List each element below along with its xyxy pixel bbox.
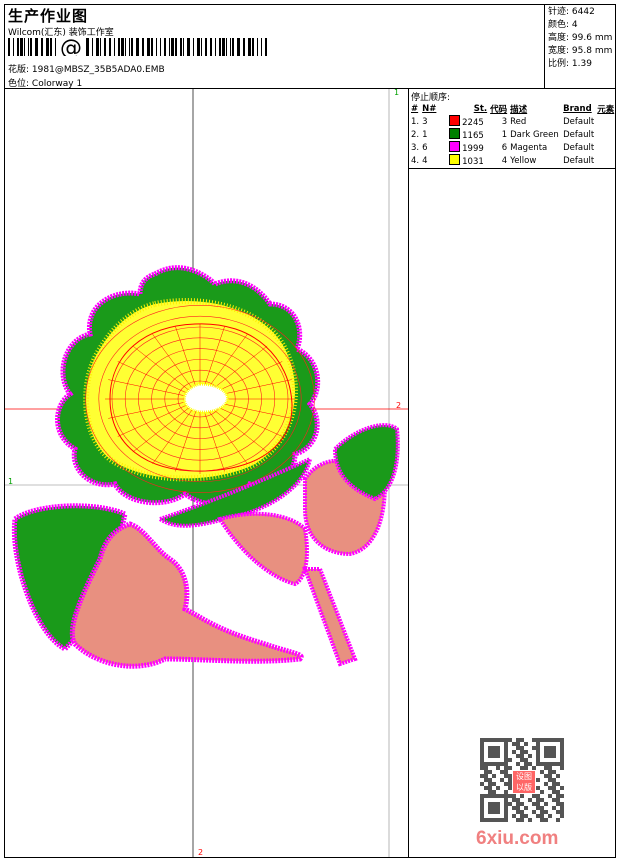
design-canvas [5,89,408,857]
barcode: @ [8,38,267,56]
leaf-bottom [69,521,304,669]
stem-green [155,455,313,528]
marker-1-left: 1 [8,477,14,486]
flower-center [182,382,229,414]
colorway-label: 色位: [8,79,30,89]
color-sequence-title: 停止顺序: [411,93,451,103]
red-ring [98,315,302,483]
seal-logo: 设图以版 [512,770,536,794]
col-index: # [411,103,419,114]
table-divider [408,168,616,169]
design-value: 1981@MBSZ_35B5ADA0.EMB [31,65,165,75]
col-brand: Brand [563,103,592,114]
stat-colors: 颜色: 4 [548,20,578,30]
panel-divider [408,88,409,858]
bud-stem [216,511,309,587]
colorway-value: Colorway 1 [31,79,83,89]
colorway: 色位: Colorway 1 [8,76,82,89]
page-title: 生产作业图 [8,7,89,25]
page-frame [4,4,616,858]
marker-1-top: 1 [394,88,400,97]
col-description: 描述 [510,104,528,115]
col-number: N# [422,103,437,114]
col-code: 代码 [490,104,508,115]
stem-lower [302,567,358,667]
color-swatch [449,115,461,126]
stats-divider [544,4,545,88]
stat-stitches: 针迹: 6442 [548,7,595,17]
red-ring [85,305,315,493]
color-sequence: 停止顺序: # N# St. 代码 描述 Brand 元素 1. 3 2245 3 Re… [411,90,617,167]
color-swatch [449,128,461,139]
color-table: # N# St. 代码 描述 Brand 元素 1. 3 2245 3 Red Defau… [411,102,617,168]
design-label: 花版: [8,65,30,75]
company-name: Wilcom(汇东) 装饰工作室 [8,28,114,38]
color-row: 2. 1 1165 1 Dark Green Default [411,128,595,141]
color-row: 3. 6 1999 6 Magenta Default [411,141,595,154]
embroidery-design [11,265,400,669]
color-row: 1. 3 2245 3 Red Default [411,115,595,128]
color-swatch [449,141,461,152]
marker-2-bottom: 2 [198,848,204,857]
col-stitches: St. [473,103,488,114]
design-file: 花版: 1981@MBSZ_35B5ADA0.EMB [8,62,165,75]
svg-text:@: @ [60,38,82,56]
color-swatch [449,154,461,165]
color-row: 4. 4 1031 4 Yellow Default [411,154,595,167]
stat-width: 宽度: 95.8 mm [548,46,613,56]
marker-2-right: 2 [396,401,402,410]
stat-scale: 比例: 1.39 [548,59,592,69]
watermark-text: 6xiu.com [476,828,559,849]
bud-green [332,423,400,502]
col-element: 元素 [597,104,615,115]
stat-height: 高度: 99.6 mm [548,33,613,43]
header-divider [4,88,616,89]
stats-panel: 针迹: 6442 颜色: 4 高度: 99.6 mm 宽度: 95.8 mm 比… [548,6,612,71]
